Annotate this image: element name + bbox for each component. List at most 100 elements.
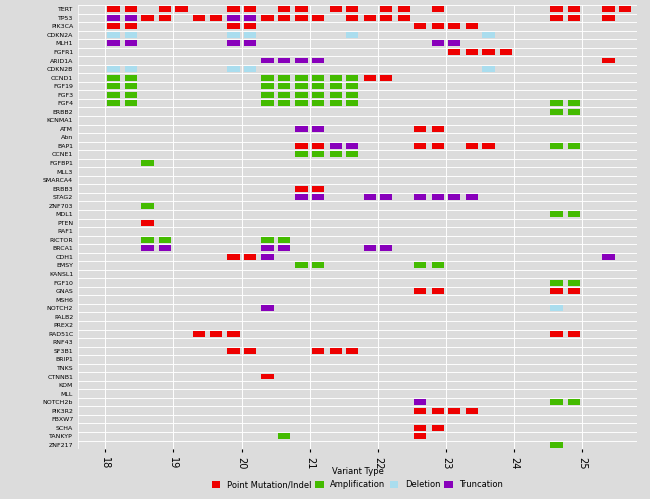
Bar [107, 100, 120, 106]
Bar [227, 331, 240, 337]
Bar [551, 211, 563, 217]
Bar [78, 355, 637, 364]
Bar [414, 408, 426, 414]
Bar [346, 74, 358, 80]
Bar [551, 399, 563, 405]
Bar [312, 100, 324, 106]
Bar [482, 66, 495, 72]
Bar [414, 23, 426, 29]
Bar [551, 331, 563, 337]
Bar [227, 15, 240, 21]
Bar [78, 441, 637, 449]
Bar [125, 83, 137, 89]
Bar [209, 331, 222, 337]
Bar [312, 194, 324, 200]
Bar [278, 15, 290, 21]
Bar [330, 100, 342, 106]
Bar [261, 100, 274, 106]
Legend: Point Mutation/Indel, Amplification, Deletion, Truncation: Point Mutation/Indel, Amplification, Del… [212, 467, 503, 490]
Bar [346, 152, 358, 158]
Bar [312, 74, 324, 80]
Bar [244, 254, 256, 260]
Bar [78, 236, 637, 244]
Bar [78, 184, 637, 193]
Bar [568, 143, 580, 149]
Bar [125, 23, 137, 29]
Bar [551, 442, 563, 448]
Bar [448, 49, 460, 55]
Bar [107, 74, 120, 80]
Bar [78, 48, 637, 56]
Bar [346, 6, 358, 12]
Bar [380, 74, 392, 80]
Bar [296, 262, 307, 268]
Bar [78, 287, 637, 295]
Bar [603, 6, 614, 12]
Bar [568, 15, 580, 21]
Bar [78, 364, 637, 372]
Bar [227, 348, 240, 354]
Bar [414, 262, 426, 268]
Bar [619, 6, 631, 12]
Bar [78, 133, 637, 142]
Bar [296, 152, 307, 158]
Bar [296, 15, 307, 21]
Bar [78, 381, 637, 389]
Bar [244, 32, 256, 38]
Bar [78, 389, 637, 398]
Bar [125, 100, 137, 106]
Bar [330, 6, 342, 12]
Bar [78, 261, 637, 270]
Bar [261, 246, 274, 251]
Bar [330, 92, 342, 98]
Bar [244, 348, 256, 354]
Bar [78, 193, 637, 202]
Bar [330, 152, 342, 158]
Bar [346, 83, 358, 89]
Bar [432, 126, 444, 132]
Bar [107, 40, 120, 46]
Bar [78, 372, 637, 381]
Bar [312, 57, 324, 63]
Bar [380, 194, 392, 200]
Bar [603, 254, 614, 260]
Bar [142, 203, 153, 209]
Bar [78, 5, 637, 13]
Bar [78, 56, 637, 65]
Bar [312, 15, 324, 21]
Bar [482, 143, 495, 149]
Bar [125, 74, 137, 80]
Bar [125, 92, 137, 98]
Bar [603, 57, 614, 63]
Bar [78, 65, 637, 73]
Bar [227, 254, 240, 260]
Bar [244, 40, 256, 46]
Bar [432, 425, 444, 431]
Bar [482, 32, 495, 38]
Bar [227, 6, 240, 12]
Bar [78, 406, 637, 415]
Bar [125, 40, 137, 46]
Bar [466, 194, 478, 200]
Bar [432, 262, 444, 268]
Bar [261, 305, 274, 311]
Bar [312, 348, 324, 354]
Bar [78, 278, 637, 287]
Bar [466, 49, 478, 55]
Bar [78, 312, 637, 321]
Bar [432, 40, 444, 46]
Bar [414, 194, 426, 200]
Bar [278, 6, 290, 12]
Bar [551, 15, 563, 21]
Bar [125, 66, 137, 72]
Bar [603, 15, 614, 21]
Bar [78, 39, 637, 48]
Bar [380, 6, 392, 12]
Bar [568, 399, 580, 405]
Bar [244, 15, 256, 21]
Bar [414, 433, 426, 439]
Bar [432, 408, 444, 414]
Bar [278, 83, 290, 89]
Bar [296, 186, 307, 192]
Bar [568, 279, 580, 285]
